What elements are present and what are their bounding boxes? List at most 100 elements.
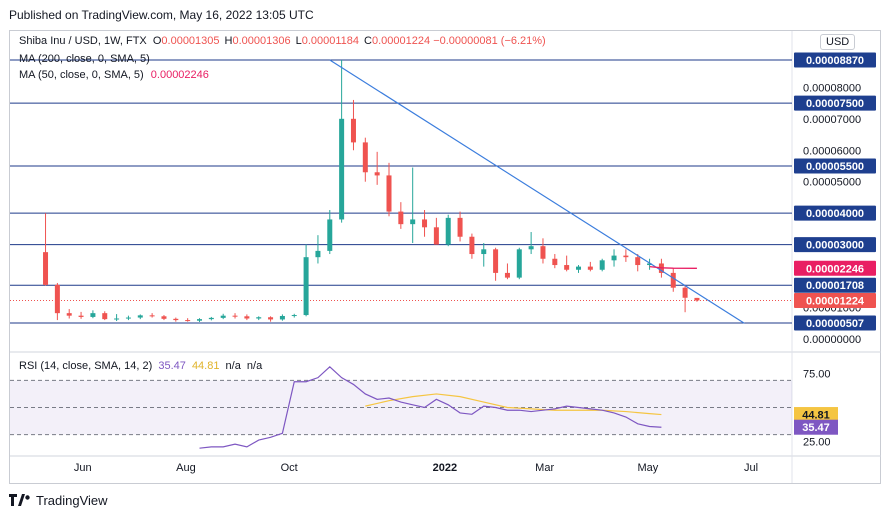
price-level-badge-bg — [794, 315, 876, 331]
candle-body — [694, 297, 700, 301]
rsi-badge-bg — [794, 419, 838, 435]
ohlc-value-l: 0.00001184 — [301, 35, 360, 47]
rsi-legend-value: 35.47 — [158, 360, 186, 372]
rsi-legend-na2: n/a — [246, 360, 263, 372]
horizontal-levels — [10, 59, 792, 324]
rsi-band — [10, 380, 792, 435]
candle-body — [256, 317, 262, 319]
ohlc-label-l: L — [295, 35, 302, 47]
candle-body — [528, 246, 534, 250]
price-level-badge: 0.00001708 — [806, 280, 864, 292]
candle-body — [137, 315, 143, 318]
legend-ma200: MA (200, close, 0, SMA, 5) — [19, 53, 150, 65]
rsi-tick-label: 25.00 — [803, 436, 831, 448]
price-tick-label: 0.00006000 — [803, 145, 861, 157]
candle-body — [682, 287, 688, 298]
candle-body — [208, 317, 214, 320]
candle-body — [149, 315, 155, 317]
time-tick-label: Mar — [535, 462, 554, 474]
candle-body — [125, 317, 131, 319]
candle-body — [576, 266, 582, 270]
candle-body — [327, 219, 333, 251]
ma50-price-badge-bg — [794, 260, 876, 276]
candle-body — [185, 320, 191, 322]
rsi-ma-line — [365, 393, 662, 416]
rsi-legend-row: RSI (14, close, SMA, 14, 2) 35.47 44.81 … — [19, 360, 262, 372]
candle-body — [279, 315, 285, 320]
currency-button[interactable]: USD — [820, 34, 856, 50]
candles-group — [43, 60, 700, 322]
candle-body — [303, 257, 309, 316]
price-tick-label: 0.00007000 — [803, 114, 861, 126]
rsi-badge: 35.47 — [802, 422, 830, 434]
rsi-legend-na1: n/a — [225, 360, 241, 372]
candle-body — [504, 272, 510, 278]
time-axis: Jun Aug Oct 2022 Mar May Jul — [74, 462, 758, 474]
candle-body — [161, 316, 167, 319]
tradingview-brand: TradingView — [36, 492, 108, 508]
candle-body — [516, 249, 522, 278]
rsi-tick-label: 75.00 — [803, 369, 831, 381]
candle-body — [43, 252, 49, 285]
candle-body — [493, 249, 499, 273]
candle-body — [54, 284, 60, 314]
rsi-ma-badge-bg — [794, 407, 838, 423]
tradingview-logo[interactable]: TradingView — [9, 492, 108, 508]
price-level-badge-bg — [794, 277, 876, 293]
price-level-badge-bg — [794, 237, 876, 253]
price-level-badge: 0.00003000 — [806, 240, 864, 252]
candle-body — [386, 175, 392, 212]
ohlc-label-o: O — [152, 35, 162, 47]
ohlc-value-h: 0.00001306 — [232, 35, 291, 47]
candle-body — [540, 246, 546, 259]
ohlc-value-o: 0.00001305 — [161, 35, 220, 47]
candle-body — [398, 211, 404, 225]
last-price-badge-bg — [794, 292, 876, 308]
candle-body — [445, 217, 451, 245]
candle-body — [635, 257, 641, 266]
rsi-line — [199, 365, 662, 449]
time-tick-label: May — [637, 462, 658, 474]
candle-body — [90, 313, 96, 317]
price-level-badge-bg — [794, 158, 876, 174]
candle-body — [350, 118, 356, 143]
legend-change: −0.00000081 (−6.21%) — [433, 35, 546, 47]
candle-body — [173, 318, 179, 321]
price-level-badge-bg — [794, 205, 876, 221]
candle-body — [220, 315, 226, 318]
candle-body — [422, 219, 428, 228]
candle-body — [410, 219, 416, 225]
ohlc-label-h: H — [224, 35, 233, 47]
candle-body — [552, 258, 558, 266]
legend-ma50-value: 0.00002246 — [150, 69, 209, 81]
candle-body — [670, 272, 676, 288]
legend-ohlc: O0.00001305 H0.00001306 L0.00001184 C0.0000… — [150, 35, 430, 47]
candle-body — [66, 313, 72, 316]
chart-frame — [9, 30, 881, 484]
candle-body — [268, 317, 274, 320]
ma50-group — [649, 265, 697, 269]
candle-body — [197, 319, 203, 321]
ohlc-value-c: 0.00001224 — [372, 35, 431, 47]
ma50-line — [649, 265, 697, 269]
candle-body — [315, 250, 321, 258]
candle-body — [457, 217, 463, 237]
candle-body — [291, 315, 297, 317]
candle-body — [374, 172, 380, 176]
time-tick-label: Jul — [744, 462, 758, 474]
price-tick-label: 0.00005000 — [803, 177, 861, 189]
candle-body — [244, 316, 250, 319]
candle-body — [481, 249, 487, 255]
tradingview-logo-icon — [9, 494, 30, 506]
trendline-group — [329, 59, 745, 324]
price-level-badge: 0.00005500 — [806, 161, 864, 173]
published-caption: Published on TradingView.com, May 16, 20… — [9, 8, 314, 22]
time-tick-label: Jun — [74, 462, 92, 474]
legend-ma50-row: MA (50, close, 0, SMA, 5) 0.00002246 — [19, 69, 209, 81]
legend-ma50: MA (50, close, 0, SMA, 5) — [19, 69, 144, 81]
price-level-badge: 0.00000507 — [806, 318, 864, 330]
time-tick-label: 2022 — [433, 462, 457, 474]
rsi-ma-badge: 44.81 — [802, 410, 830, 422]
last-price-badge: 0.00001224 — [806, 295, 865, 307]
